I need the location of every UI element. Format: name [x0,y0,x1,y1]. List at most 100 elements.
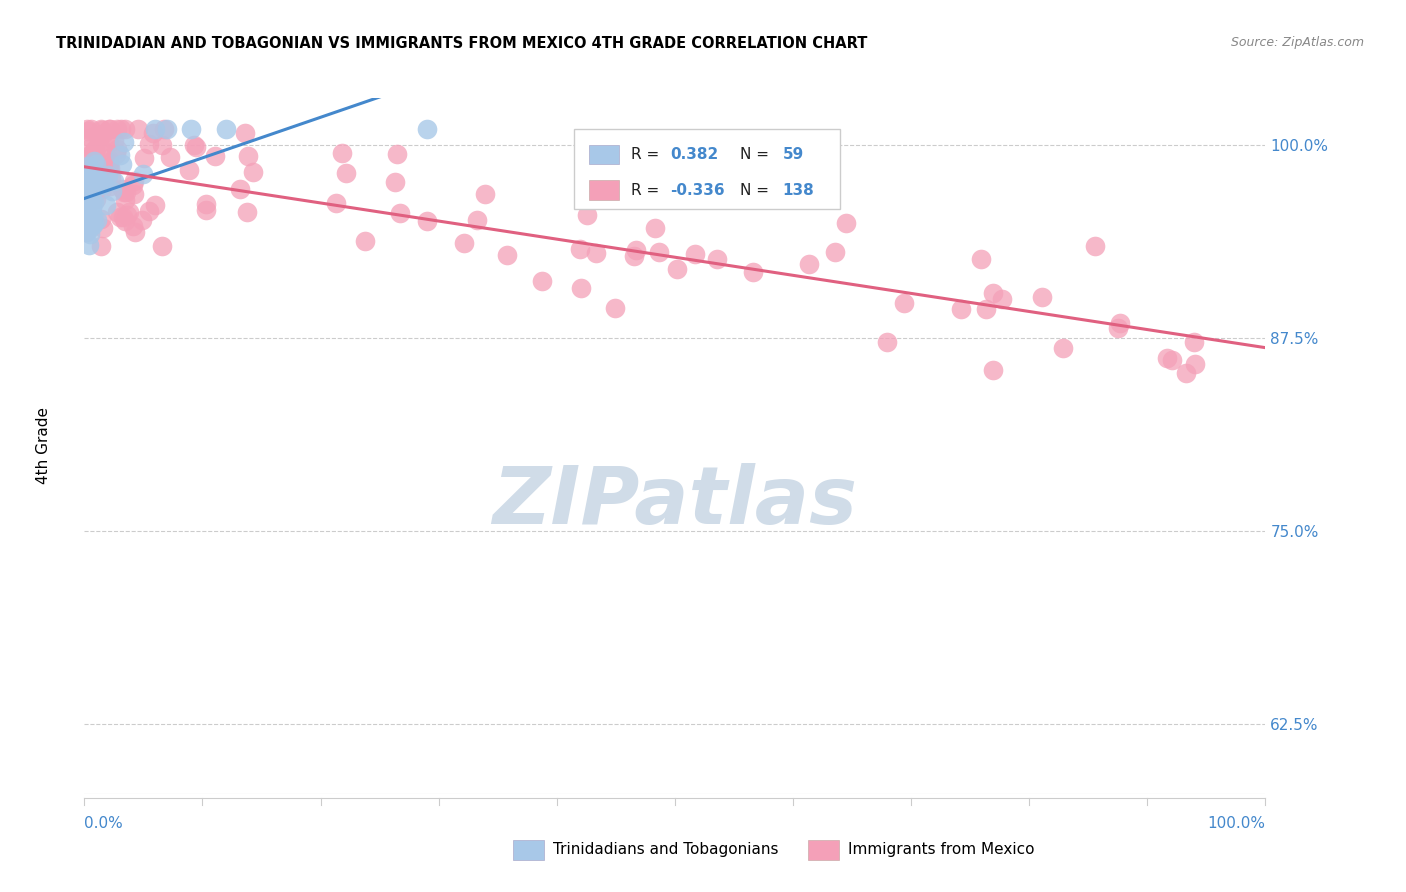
Point [330,146,353,161]
Point [75,200,97,214]
Point [79,203,101,218]
Point [416,122,439,136]
Point [465,212,488,227]
Point [1107,321,1129,335]
Point [75,162,97,177]
Point [76,206,98,220]
Point [84,172,107,186]
Point [215,122,238,136]
Point [103,133,125,147]
Point [98,122,121,136]
Point [91,178,114,193]
Point [79,221,101,235]
Point [531,274,554,288]
Point [76,179,98,194]
Point [76,208,98,222]
Point [115,208,138,222]
Text: R =: R = [631,183,664,198]
Point [876,334,898,349]
Text: Immigrants from Mexico: Immigrants from Mexico [848,842,1035,856]
Point [114,122,136,136]
Point [77,219,100,234]
Point [76,149,98,163]
Point [79,202,101,217]
Point [75,176,97,190]
Point [77,215,100,229]
Point [114,214,136,228]
Point [105,122,128,136]
Point [83,143,105,157]
Point [143,122,166,136]
Point [76,225,98,239]
Point [950,302,973,317]
Point [89,168,111,182]
Point [335,166,357,180]
Point [86,193,108,207]
Point [75,174,97,188]
Point [236,148,259,162]
Point [86,169,108,183]
Point [127,122,149,136]
Point [90,141,112,155]
Point [105,142,128,156]
Point [79,180,101,194]
Point [80,209,103,223]
Point [75,167,97,181]
Text: -0.336: -0.336 [671,183,724,198]
Point [353,234,375,248]
Point [100,170,122,185]
Point [389,205,412,219]
Point [981,286,1004,301]
Point [84,170,107,185]
Point [1174,366,1197,380]
Point [131,213,153,227]
Point [384,175,406,189]
Point [76,186,98,201]
Point [114,185,136,199]
Text: 138: 138 [783,183,814,198]
Point [122,174,145,188]
Point [229,182,252,196]
Text: N =: N = [741,147,775,162]
Point [835,216,858,230]
Point [73,188,96,202]
Point [96,160,118,174]
Point [112,210,135,224]
Point [80,214,103,228]
Point [575,208,598,222]
Point [77,151,100,165]
Point [124,225,146,239]
Point [114,193,136,207]
Point [1108,316,1130,330]
Point [623,249,645,263]
Text: TRINIDADIAN AND TOBAGONIAN VS IMMIGRANTS FROM MEXICO 4TH GRADE CORRELATION CHART: TRINIDADIAN AND TOBAGONIAN VS IMMIGRANTS… [56,36,868,51]
Text: 100.0%: 100.0% [1208,816,1265,831]
Point [626,244,648,258]
Point [77,178,100,193]
Point [706,252,728,267]
Point [184,140,207,154]
Point [83,144,105,158]
Point [76,159,98,173]
Point [142,126,165,140]
Point [82,161,104,176]
Point [385,146,408,161]
Point [824,245,846,260]
Point [648,245,671,260]
Point [1031,290,1053,304]
Point [194,196,217,211]
Point [1182,335,1205,350]
Point [1160,352,1182,367]
Point [108,148,131,162]
Point [79,212,101,227]
Point [93,177,115,191]
Point [180,122,202,136]
Point [112,135,135,149]
Point [79,167,101,181]
Point [194,203,217,218]
Point [82,209,104,223]
Point [666,262,689,277]
Point [1052,341,1074,355]
Point [112,185,135,199]
Point [91,127,114,141]
